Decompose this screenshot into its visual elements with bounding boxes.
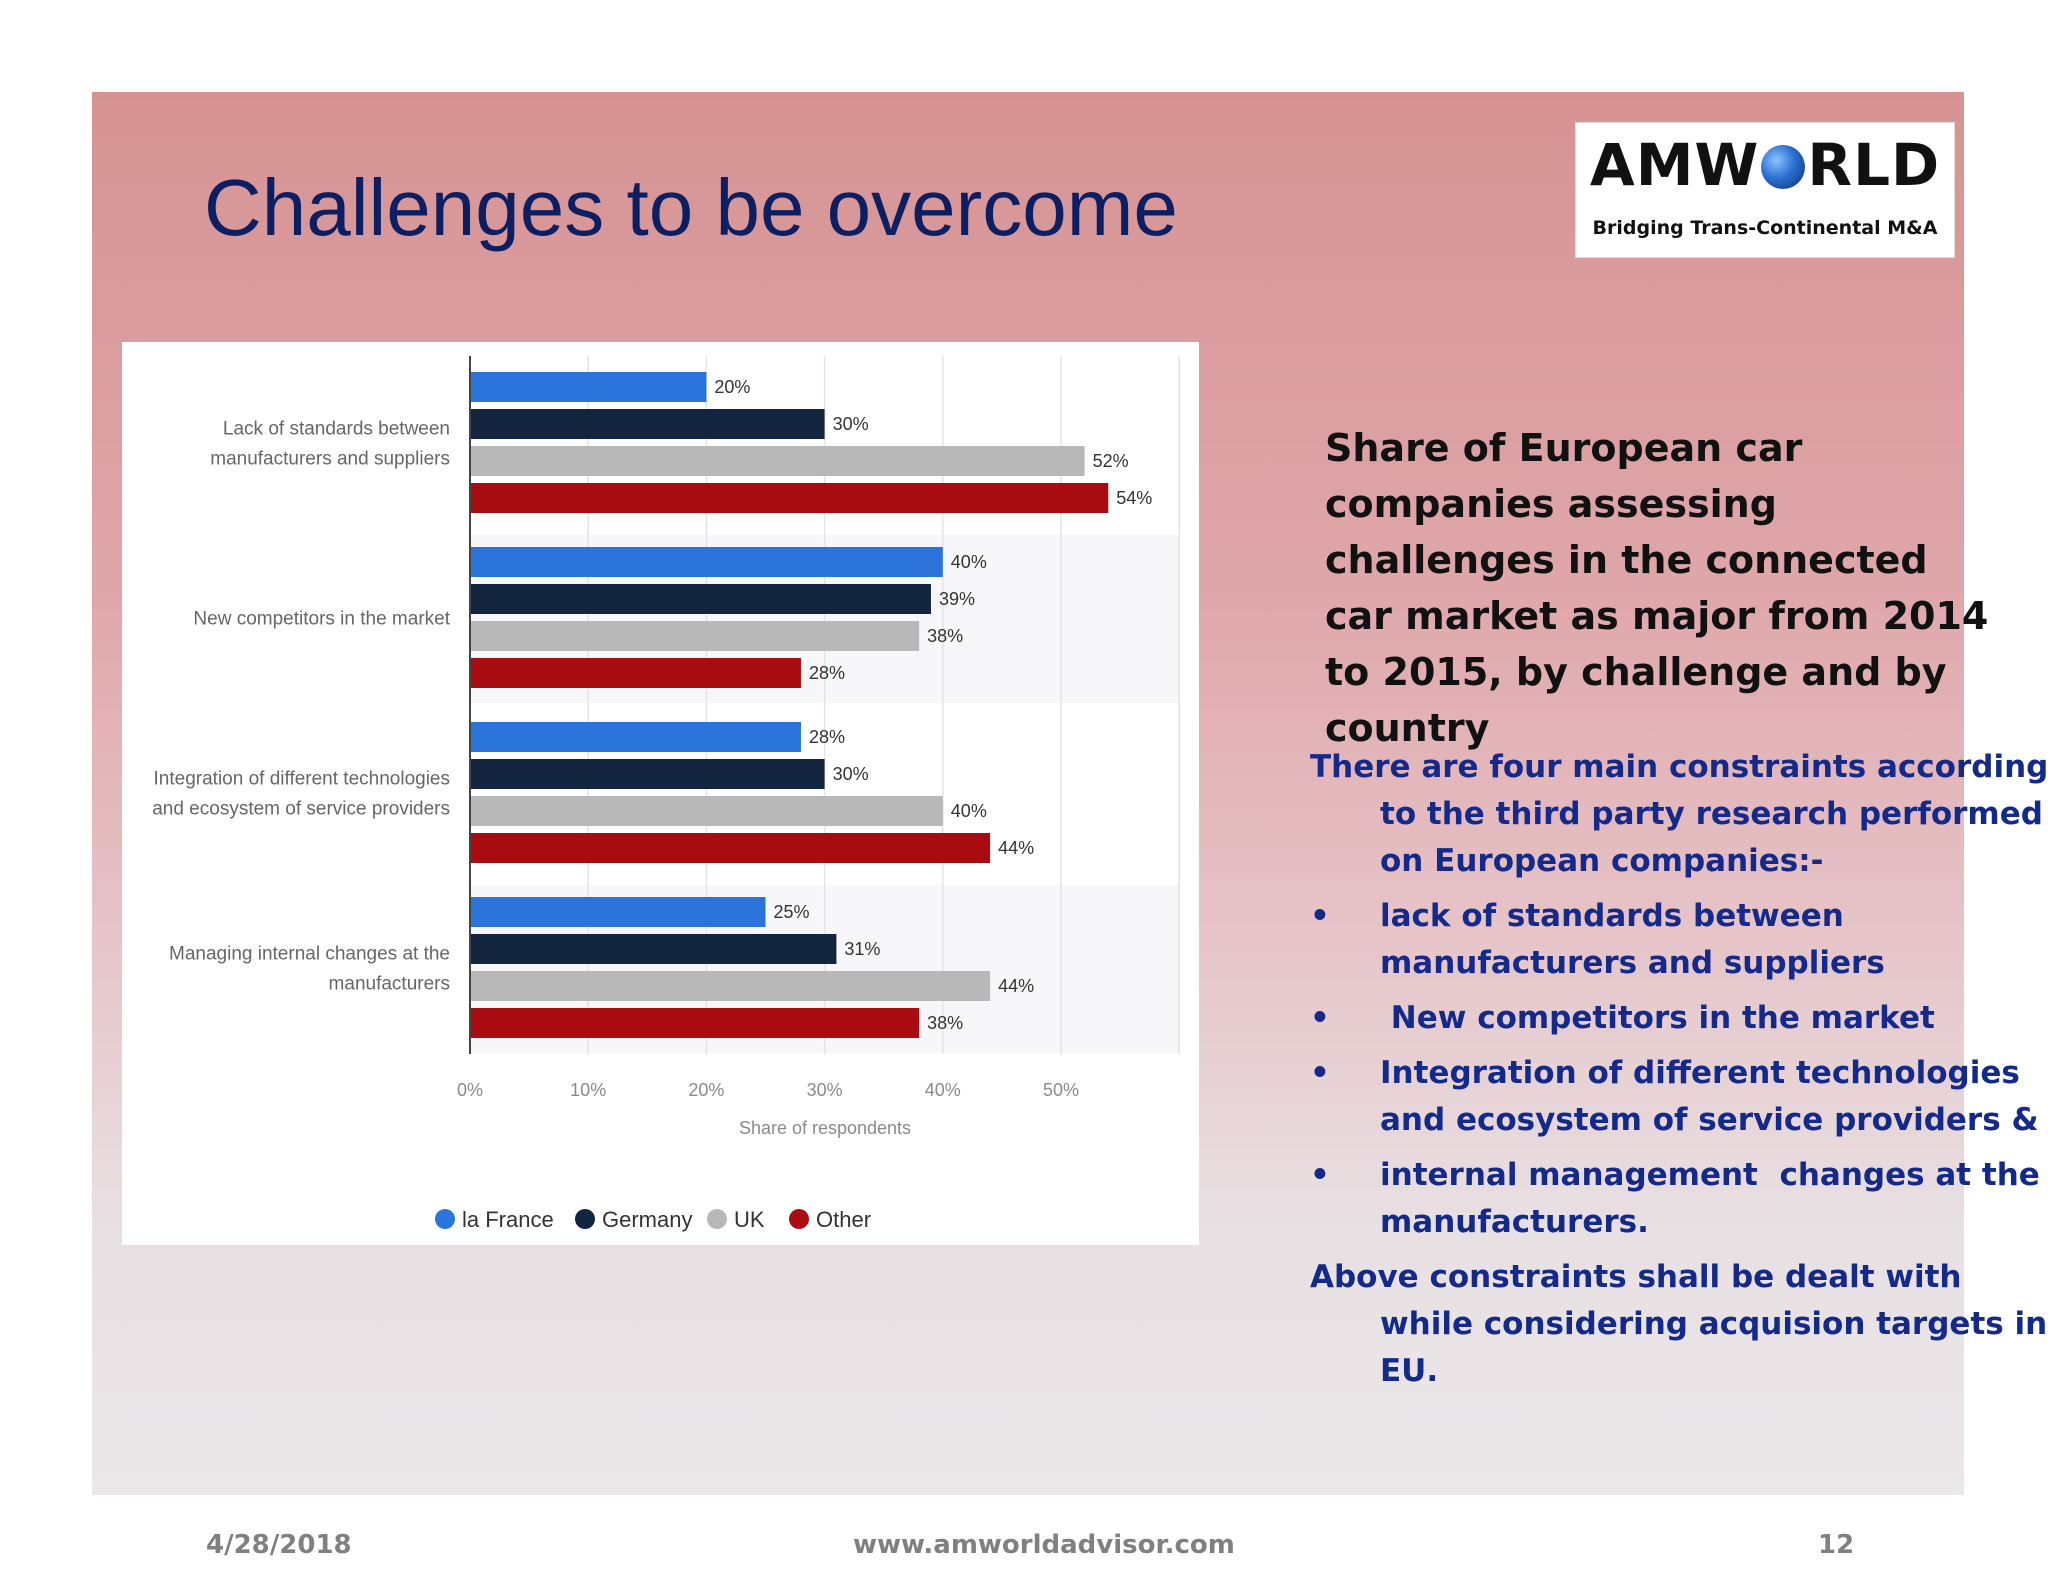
bullet-icon: • — [1310, 1157, 1330, 1193]
x-tick-label: 40% — [925, 1080, 961, 1100]
bar — [470, 722, 801, 752]
category-label: New competitors in the market — [193, 609, 450, 630]
footer-date: 4/28/2018 — [206, 1530, 352, 1560]
category-label: and ecosystem of service providers — [152, 799, 450, 820]
bar — [470, 621, 920, 651]
intro-paragraph: There are four main constraints accordin… — [1310, 749, 2048, 879]
data-label: 44% — [998, 838, 1034, 858]
bullet-text: internal management changes at the manuf… — [1380, 1157, 2040, 1240]
data-label: 44% — [998, 976, 1034, 996]
bar — [470, 547, 943, 577]
logo-brand-left: AMW — [1589, 131, 1760, 199]
closing-paragraph: Above constraints shall be dealt with wh… — [1310, 1259, 2048, 1389]
x-tick-label: 0% — [457, 1080, 483, 1100]
bullet-item: • lack of standards between manufacturers… — [1310, 893, 2048, 987]
bar — [470, 796, 943, 826]
bar — [470, 833, 991, 863]
data-label: 40% — [951, 801, 987, 821]
bar — [470, 759, 825, 789]
slide-title: Challenges to be overcome — [204, 163, 1178, 252]
bar — [470, 446, 1085, 476]
legend-label: Germany — [602, 1207, 692, 1232]
category-label: Managing internal changes at the — [169, 944, 450, 965]
bar — [470, 658, 801, 688]
bullet-item: • Integration of different technologies a… — [1310, 1050, 2048, 1144]
data-label: 38% — [927, 1013, 963, 1033]
data-label: 30% — [833, 764, 869, 784]
category-label: Lack of standards between — [223, 419, 450, 440]
legend-marker — [435, 1209, 455, 1229]
logo-wordmark: AMW RLD — [1582, 131, 1948, 199]
data-label: 39% — [939, 589, 975, 609]
amworld-logo: AMW RLD Bridging Trans-Continental M&A — [1575, 122, 1955, 258]
data-label: 25% — [774, 902, 810, 922]
constraints-text: There are four main constraints accordin… — [1310, 744, 2048, 1403]
legend-label: Other — [816, 1207, 871, 1232]
bar — [470, 409, 825, 439]
legend-marker — [789, 1209, 809, 1229]
legend-label: la France — [462, 1207, 554, 1232]
logo-tagline: Bridging Trans-Continental M&A — [1592, 217, 1938, 239]
bullet-text: New competitors in the market — [1380, 1000, 1935, 1036]
bar-chart: 0% 10% 20% 30% 40% 50% 20% 30% 52% 54% Lack of sta… — [122, 342, 1199, 1245]
chart-heading: Share of European car companies assessin… — [1325, 426, 1989, 750]
category-label: Integration of different technologies — [154, 769, 450, 790]
data-label: 40% — [951, 552, 987, 572]
legend-marker — [575, 1209, 595, 1229]
footer-page-number: 12 — [1818, 1530, 1855, 1560]
legend-marker — [707, 1209, 727, 1229]
x-tick-label: 20% — [688, 1080, 724, 1100]
bar — [470, 1008, 920, 1038]
footer-website: www.amworldadvisor.com — [853, 1530, 1235, 1560]
bar — [470, 897, 766, 927]
globe-icon — [1761, 145, 1806, 189]
bullet-item: • internal management changes at the manu… — [1310, 1152, 2048, 1246]
legend-label: UK — [734, 1207, 765, 1232]
bullet-text: Integration of different technologies an… — [1380, 1055, 2039, 1138]
data-label: 28% — [809, 727, 845, 747]
bullet-item: • New competitors in the market — [1310, 995, 2048, 1042]
bar — [470, 934, 837, 964]
data-label: 52% — [1093, 451, 1129, 471]
data-label: 20% — [714, 377, 750, 397]
category-label: manufacturers — [329, 974, 450, 995]
x-tick-label: 10% — [570, 1080, 606, 1100]
bullet-icon: • — [1310, 898, 1330, 934]
x-axis-label: Share of respondents — [739, 1118, 911, 1138]
chart-svg: 0% 10% 20% 30% 40% 50% 20% 30% 52% 54% Lack of sta… — [152, 356, 1180, 1232]
bar — [470, 971, 991, 1001]
category-label: manufacturers and suppliers — [210, 449, 450, 470]
logo-brand-right: RLD — [1807, 131, 1941, 199]
bullet-icon: • — [1310, 1055, 1330, 1091]
bullet-icon: • — [1310, 1000, 1330, 1036]
data-label: 28% — [809, 663, 845, 683]
data-label: 38% — [927, 626, 963, 646]
data-label: 30% — [833, 414, 869, 434]
x-tick-label: 30% — [807, 1080, 843, 1100]
x-tick-label: 50% — [1043, 1080, 1079, 1100]
bar — [470, 372, 707, 402]
data-label: 31% — [844, 939, 880, 959]
bar — [470, 584, 931, 614]
data-label: 54% — [1116, 488, 1152, 508]
bullet-text: lack of standards between manufacturers … — [1380, 898, 1885, 981]
bar — [470, 483, 1109, 513]
